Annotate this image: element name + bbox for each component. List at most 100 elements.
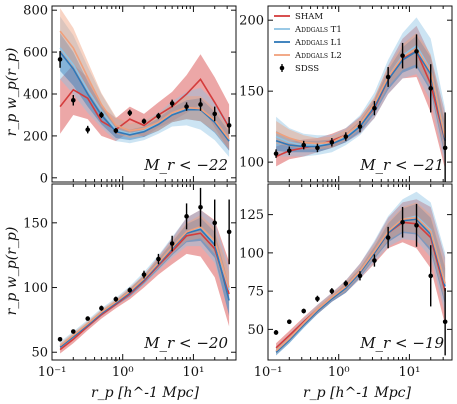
sdss-point — [357, 124, 363, 129]
sdss-point — [127, 110, 133, 116]
y-tick-label: 600 — [23, 46, 48, 61]
plot-area — [273, 191, 448, 356]
sdss-point — [301, 142, 307, 148]
sdss-point — [315, 145, 320, 151]
y-axis-title-bottom: r_p w_p(r_p) — [4, 227, 20, 316]
legend-label: Addgals L2 — [294, 51, 342, 61]
plot-area — [57, 8, 232, 157]
panel-2: 100 150 200 M_r < −21 SHAM Addgals T1 Addgals … — [239, 5, 453, 183]
sdss-point — [99, 305, 104, 311]
sdss-point — [315, 296, 320, 302]
sdss-point — [442, 319, 448, 325]
sdss-point — [400, 219, 405, 225]
x-tick-label: 10¹ — [399, 365, 421, 380]
sdss-point — [414, 223, 419, 228]
sdss-point — [99, 112, 104, 118]
sham-band — [60, 54, 230, 151]
y-tick-label: 200 — [239, 14, 264, 29]
legend-item-t1: Addgals T1 — [274, 25, 342, 35]
y-axis-title-top: r_p w_p(r_p) — [4, 48, 20, 137]
l2-band — [60, 215, 230, 349]
y-tick-label: 125 — [239, 208, 264, 223]
y-tick-label: 100 — [23, 281, 48, 296]
x-axis-title-left: r_p [h^-1 Mpc] — [91, 385, 200, 401]
legend-label: Addgals L1 — [294, 38, 342, 48]
sdss-point — [286, 319, 292, 325]
sdss-point — [169, 241, 175, 246]
x-tick-label: 10⁰ — [328, 365, 350, 380]
sdss-point — [357, 273, 363, 279]
sdss-point — [212, 220, 218, 226]
sdss-point — [141, 118, 147, 124]
sdss-point — [343, 281, 349, 286]
sdss-point — [286, 148, 292, 154]
sdss-point — [156, 256, 161, 262]
panel-1: 0 200 400 600 800 M_r < −22 — [23, 4, 237, 186]
y-tick-label: 800 — [23, 4, 48, 19]
sdss-point — [428, 86, 434, 91]
sdss-point — [226, 123, 232, 128]
legend-swatch — [279, 65, 285, 71]
sdss-point — [141, 272, 147, 277]
sdss-point — [70, 97, 76, 103]
legend-label: SHAM — [295, 12, 323, 22]
sdss-point — [169, 101, 175, 106]
l1-band — [60, 217, 230, 350]
sham-line — [59, 232, 230, 351]
sdss-point — [273, 330, 279, 335]
sdss-point — [414, 49, 419, 54]
l1-line — [59, 228, 230, 348]
sdss-point — [113, 296, 119, 302]
sdss-point — [57, 336, 63, 342]
legend-item-l2: Addgals L2 — [274, 51, 342, 61]
x-tick-label: 10⁰ — [112, 365, 134, 380]
panels: 0 200 400 600 800 M_r < −22 100 150 200 M_r < −21… — [23, 4, 453, 380]
y-tick-label: 0 — [40, 171, 48, 186]
legend-label: Addgals T1 — [294, 25, 342, 35]
y-tick-label: 150 — [23, 216, 48, 231]
y-tick-label: 75 — [247, 285, 264, 300]
l2-band — [276, 202, 446, 354]
legend: SHAM Addgals T1 Addgals L1 Addgals L2 SDSS — [274, 12, 342, 74]
legend-item-l1: Addgals L1 — [274, 38, 342, 48]
legend-item-sham: SHAM — [274, 12, 323, 22]
x-axis-title-right: r_p [h^-1 Mpc] — [303, 385, 412, 401]
l1-band — [276, 203, 446, 356]
sdss-point — [156, 113, 161, 119]
legend-label: SDSS — [295, 64, 319, 74]
sdss-point — [372, 105, 377, 111]
sdss-point — [127, 287, 133, 293]
panel-4: 50 75 100 125 10⁻¹ 10⁰ 10¹ M_r < −19 — [239, 183, 453, 380]
y-tick-label: 100 — [239, 246, 264, 261]
y-tick-label: 200 — [23, 129, 48, 144]
sdss-point — [184, 104, 189, 109]
sdss-point — [400, 53, 405, 58]
sdss-point — [385, 235, 391, 240]
y-tick-label: 50 — [247, 323, 264, 338]
sham-band — [60, 209, 230, 354]
sdss-point — [343, 134, 349, 139]
sdss-point — [85, 316, 91, 321]
y-tick-label: 50 — [31, 346, 48, 361]
sdss-point — [70, 329, 76, 334]
sdss-point — [113, 128, 119, 133]
plot-area — [273, 17, 448, 182]
sdss-point — [372, 258, 377, 263]
plot-area — [57, 187, 232, 354]
sdss-point — [85, 127, 91, 132]
panel-label: M_r < −19 — [359, 334, 444, 352]
panel-label: M_r < −21 — [359, 156, 444, 174]
y-tick-label: 100 — [239, 156, 264, 171]
x-tick-label: 10⁻¹ — [38, 365, 67, 380]
sdss-point — [184, 214, 189, 219]
panel-3: 50 100 150 10⁻¹ 10⁰ 10¹ M_r < −20 — [23, 183, 237, 380]
sdss-point — [57, 57, 63, 62]
panel-label: M_r < −22 — [143, 156, 228, 174]
x-tick-label: 10⁻¹ — [254, 365, 283, 380]
y-tick-label: 400 — [23, 88, 48, 103]
legend-item-sdss: SDSS — [279, 64, 319, 74]
sdss-point — [329, 288, 335, 294]
sdss-point — [226, 229, 232, 235]
sdss-point — [442, 145, 448, 151]
